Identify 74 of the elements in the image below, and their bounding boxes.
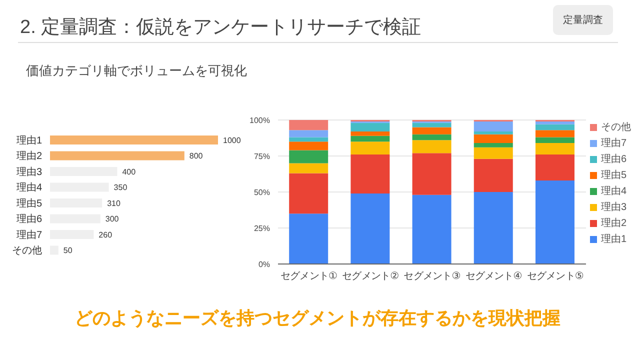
y-tick-label: 理由2 — [16, 150, 42, 162]
data-label: 300 — [105, 214, 120, 224]
bar — [412, 134, 452, 140]
y-tick-label: 理由7 — [16, 228, 42, 241]
bar — [535, 154, 574, 180]
bar — [474, 132, 513, 134]
x-tick-label: セグメント⑤ — [526, 271, 584, 282]
bar — [412, 122, 452, 128]
bar — [535, 130, 574, 138]
text: どのようなニーズを持つセグメントが存在するかを現状把握 — [74, 307, 562, 330]
chart-title: 2. 定量調査：仮説をアンケートリサーチで検証 — [20, 16, 422, 40]
bar — [474, 143, 513, 148]
bar — [474, 147, 513, 159]
data-label: 1000 — [223, 136, 242, 145]
legend-label: 理由2 — [600, 216, 628, 230]
bar — [535, 137, 574, 144]
y-tick-label: 理由4 — [16, 182, 42, 194]
bar — [50, 135, 218, 144]
bar — [412, 153, 452, 195]
bar — [474, 158, 513, 192]
y-tick-label: 理由6 — [16, 213, 42, 226]
x-tick-label: セグメント① — [280, 271, 338, 282]
bar — [350, 154, 390, 194]
bar — [412, 127, 452, 134]
y-tick-label: その他 — [12, 244, 42, 257]
bar — [289, 137, 328, 142]
bar — [535, 143, 574, 155]
bar — [289, 130, 328, 138]
bar — [474, 121, 513, 132]
y-tick-label: 25% — [254, 224, 270, 233]
bar — [289, 150, 328, 164]
bar — [535, 121, 574, 124]
data-label: 400 — [122, 167, 136, 176]
bar — [289, 120, 328, 130]
legend-label: 理由7 — [600, 136, 628, 150]
bar — [350, 193, 390, 264]
data-label: 350 — [114, 183, 128, 192]
bar — [350, 136, 390, 142]
x-tick-label: セグメント③ — [404, 271, 461, 282]
bar — [474, 134, 513, 144]
y-tick-label: 75% — [254, 152, 270, 161]
bar — [50, 151, 184, 160]
data-label: 800 — [189, 152, 204, 161]
x-tick-label: セグメント② — [342, 271, 400, 282]
legend-label: 理由1 — [600, 232, 628, 246]
data-label: 260 — [98, 230, 113, 240]
bar — [535, 180, 574, 264]
bar — [350, 122, 390, 132]
bar — [350, 132, 390, 136]
y-tick-label: 理由1 — [16, 134, 42, 146]
x-tick-label: セグメント④ — [465, 271, 522, 282]
y-tick-label: 0% — [258, 260, 270, 269]
data-label: 310 — [107, 198, 121, 208]
legend-label: 理由5 — [600, 168, 628, 182]
y-tick-label: 100% — [250, 116, 270, 125]
bar — [535, 124, 574, 130]
legend-label: 理由6 — [600, 152, 628, 166]
legend-label: その他 — [600, 121, 631, 134]
y-tick-label: 50% — [254, 188, 270, 197]
bar — [289, 173, 328, 214]
bar — [289, 163, 328, 174]
bar — [474, 192, 513, 264]
bar — [412, 194, 452, 264]
bar — [289, 142, 328, 150]
data-label: 50 — [63, 246, 73, 256]
y-tick-label: 理由3 — [16, 166, 42, 178]
legend-label: 理由4 — [600, 184, 628, 198]
y-tick-label: 理由5 — [16, 197, 42, 210]
chart-subtitle: 価値カテゴリ軸でボリュームを可視化 — [26, 62, 247, 80]
bar — [289, 214, 328, 264]
legend-label: 理由3 — [600, 200, 628, 214]
bar — [350, 142, 390, 155]
bar — [412, 140, 452, 154]
text: 定量調査 — [553, 5, 613, 35]
